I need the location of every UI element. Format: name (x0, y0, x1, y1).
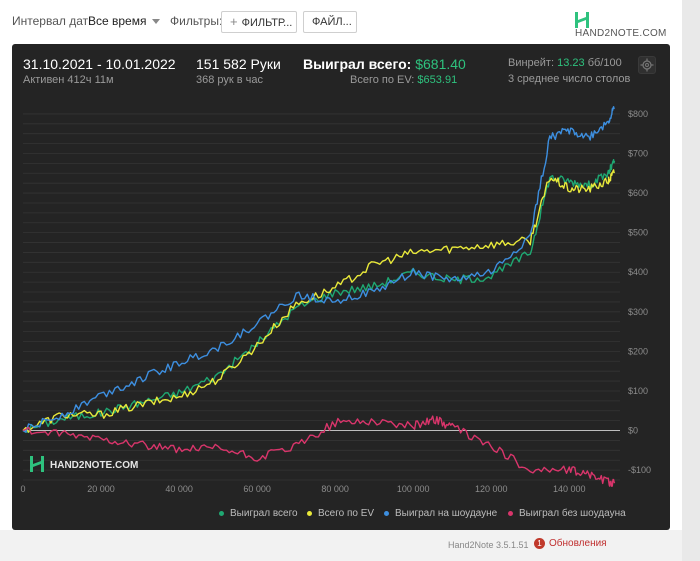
legend-dot (307, 510, 312, 516)
won-value: $681.40 (415, 56, 466, 72)
legend-label: Выиграл всего (230, 508, 298, 519)
x-axis: 0 20 000 40 000 60 000 80 000 100 000 120 000 1… (20, 484, 585, 494)
filters-label: Фильтры: (170, 14, 223, 28)
x-tick-label: 20 000 (87, 484, 115, 494)
y-axis: -$100 $0 $100 $200 $300 $400 $500 $600 $700 $800 (628, 109, 651, 475)
file-button-label: ФАЙЛ... (312, 16, 352, 28)
y-tick-label: $800 (628, 109, 648, 119)
x-tick-label: 120 000 (475, 484, 508, 494)
watermark-text: HAND2NOTE.COM (50, 460, 138, 471)
ev-label: Всего по EV: (350, 74, 415, 86)
hand2note-logo: HAND2NOTE.COM (575, 12, 682, 39)
graph-panel: 31.10.2021 - 10.01.2022 Активен 412ч 11м… (12, 44, 670, 530)
window-edge (682, 0, 700, 561)
winrate-value: 13.23 (557, 57, 585, 69)
toolbar: Интервал дат: Все время Фильтры: + ФИЛЬТР… (0, 0, 682, 40)
y-tick-label: $100 (628, 386, 648, 396)
series-line (22, 169, 616, 433)
won-total: Выиграл всего: $681.40 (303, 56, 466, 72)
series-lines (22, 106, 616, 487)
logo-text: HAND2NOTE.COM (575, 28, 667, 39)
y-tick-label: $600 (628, 188, 648, 198)
legend-item-ev[interactable]: Всего по EV (307, 508, 374, 519)
updates-label: Обновления (549, 538, 607, 549)
hand2note-logo-icon (575, 12, 589, 28)
file-button[interactable]: ФАЙЛ... (303, 11, 357, 33)
chevron-down-icon (152, 19, 161, 25)
y-tick-label: $700 (628, 148, 648, 158)
interval-select[interactable]: Все время (88, 14, 161, 28)
y-tick-label: $0 (628, 426, 638, 436)
y-tick-label: $400 (628, 267, 648, 277)
x-tick-label: 40 000 (165, 484, 193, 494)
ev-value: $653.91 (417, 74, 458, 86)
legend-dot (219, 510, 224, 516)
series-line (22, 106, 615, 433)
updates-badge: 1 (534, 538, 545, 549)
interval-value: Все время (88, 14, 147, 28)
gear-icon (640, 58, 654, 72)
y-tick-label: -$100 (628, 465, 651, 475)
grid (23, 113, 620, 481)
winrate-suffix: бб/100 (587, 57, 622, 69)
interval-label: Интервал дат: (12, 14, 92, 28)
chart-watermark: HAND2NOTE.COM (30, 456, 138, 472)
avg-tables: 3 среднее число столов (508, 73, 631, 85)
ev-total: Всего по EV: $653.91 (350, 74, 457, 86)
filter-button[interactable]: + ФИЛЬТР... (221, 11, 297, 33)
x-tick-label: 0 (20, 484, 25, 494)
winrate-label: Винрейт: (508, 57, 555, 69)
hands-per-hour: 368 рук в час (196, 74, 264, 86)
status-bar: Hand2Note 3.5.1.51 1 Обновления (0, 530, 682, 561)
filter-button-label: ФИЛЬТР... (241, 17, 293, 29)
legend-item-showdown[interactable]: Выиграл на шоудауне (384, 508, 497, 519)
updates-link[interactable]: 1 Обновления (534, 538, 607, 549)
series-line (22, 415, 616, 487)
active-time: Активен 412ч 11м (23, 74, 114, 86)
series-line (22, 158, 616, 433)
x-tick-label: 60 000 (243, 484, 271, 494)
settings-button[interactable] (638, 56, 656, 74)
x-tick-label: 140 000 (553, 484, 586, 494)
legend-label: Выиграл на шоудауне (395, 508, 498, 519)
won-label: Выиграл всего: (303, 56, 412, 72)
legend-label: Всего по EV (318, 508, 375, 519)
hands-count: 151 582 Руки (196, 56, 281, 72)
profit-chart: -$100$0$100$200$300$400$500$600$700$800 … (20, 106, 651, 494)
y-tick-label: $500 (628, 228, 648, 238)
y-tick-label: $300 (628, 307, 648, 317)
date-range: 31.10.2021 - 10.01.2022 (23, 56, 176, 72)
legend-item-won[interactable]: Выиграл всего (219, 508, 298, 519)
plus-icon: + (230, 14, 238, 29)
legend-dot (508, 510, 513, 516)
winrate: Винрейт: 13.23 бб/100 (508, 57, 622, 69)
legend-item-no-showdown[interactable]: Выиграл без шоудауна (508, 508, 626, 519)
legend-dot (384, 510, 389, 516)
x-tick-label: 100 000 (397, 484, 430, 494)
x-tick-label: 80 000 (321, 484, 349, 494)
version-text: Hand2Note 3.5.1.51 (448, 540, 529, 550)
y-tick-label: $200 (628, 346, 648, 356)
legend-label: Выиграл без шоудауна (519, 508, 626, 519)
